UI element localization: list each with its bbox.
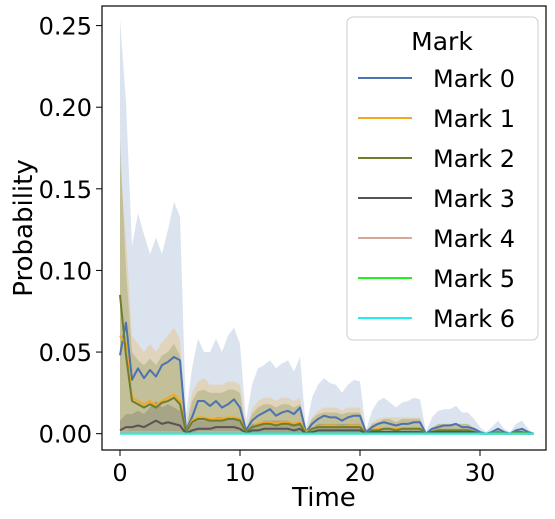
x-tick-label: 30	[465, 459, 496, 487]
line-mark-0	[119, 321, 535, 435]
line-mark-3	[119, 419, 534, 435]
band-mark-0	[120, 19, 534, 434]
legend-label: Mark 6	[433, 305, 515, 333]
legend-label: Mark 5	[433, 265, 515, 293]
x-tick-label: 0	[112, 459, 127, 487]
x-axis: 0 10 20 30	[112, 450, 495, 487]
band-mark-3	[120, 401, 534, 434]
legend-label: Mark 4	[433, 225, 515, 253]
legend-label: Mark 1	[433, 105, 515, 133]
series-lines	[119, 294, 535, 435]
plot-frame	[101, 5, 547, 451]
x-tick-label: 20	[345, 459, 376, 487]
line-mark-2	[119, 294, 534, 435]
legend-box	[346, 16, 539, 341]
band-mark-1	[120, 164, 534, 434]
y-tick-label: 0.25	[39, 13, 92, 41]
y-tick-label: 0.20	[39, 94, 92, 122]
y-tick-label: 0.10	[39, 257, 92, 285]
legend-label: Mark 3	[433, 185, 515, 213]
y-tick-label: 0.15	[39, 176, 92, 204]
y-tick-label: 0.00	[39, 421, 92, 449]
legend-label: Mark 2	[433, 145, 515, 173]
x-axis-title: Time	[291, 483, 356, 513]
y-axis-title: Probability	[9, 159, 39, 296]
y-tick-label: 0.05	[39, 339, 92, 367]
legend-items: Mark 0 Mark 1 Mark 2 Mark 3 Mark 4 Mark 5 Mark…	[358, 65, 515, 333]
x-tick-label: 10	[225, 459, 256, 487]
y-axis: 0.00 0.05 0.10 0.15 0.20 0.25	[39, 13, 102, 449]
legend-label: Mark 0	[433, 65, 515, 93]
legend-title: Mark	[411, 27, 473, 56]
